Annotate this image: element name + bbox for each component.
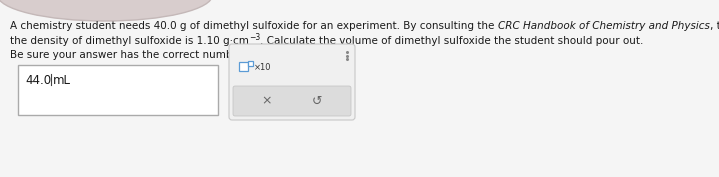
FancyBboxPatch shape <box>239 62 248 71</box>
Text: CRC Handbook of Chemistry and Physics: CRC Handbook of Chemistry and Physics <box>498 21 710 31</box>
Ellipse shape <box>0 0 213 21</box>
FancyBboxPatch shape <box>248 61 253 66</box>
Text: ↺: ↺ <box>312 95 322 107</box>
FancyBboxPatch shape <box>229 44 355 120</box>
Text: . Calculate the volume of dimethyl sulfoxide the student should pour out.: . Calculate the volume of dimethyl sulfo… <box>260 36 644 46</box>
FancyBboxPatch shape <box>233 86 351 116</box>
Text: A chemistry student needs 40.0 g of dimethyl sulfoxide for an experiment. By con: A chemistry student needs 40.0 g of dime… <box>10 21 498 31</box>
Text: , the student discovers that: , the student discovers that <box>710 21 719 31</box>
Text: mL: mL <box>53 74 71 87</box>
Text: ×10: ×10 <box>254 63 272 72</box>
Text: the density of dimethyl sulfoxide is 1.10 g·cm: the density of dimethyl sulfoxide is 1.1… <box>10 36 249 46</box>
Text: ×: × <box>262 95 273 107</box>
Text: −3: −3 <box>249 33 260 42</box>
Text: 44.0: 44.0 <box>25 74 51 87</box>
FancyBboxPatch shape <box>18 65 218 115</box>
Text: Be sure your answer has the correct number of significant digits.: Be sure your answer has the correct numb… <box>10 50 349 60</box>
